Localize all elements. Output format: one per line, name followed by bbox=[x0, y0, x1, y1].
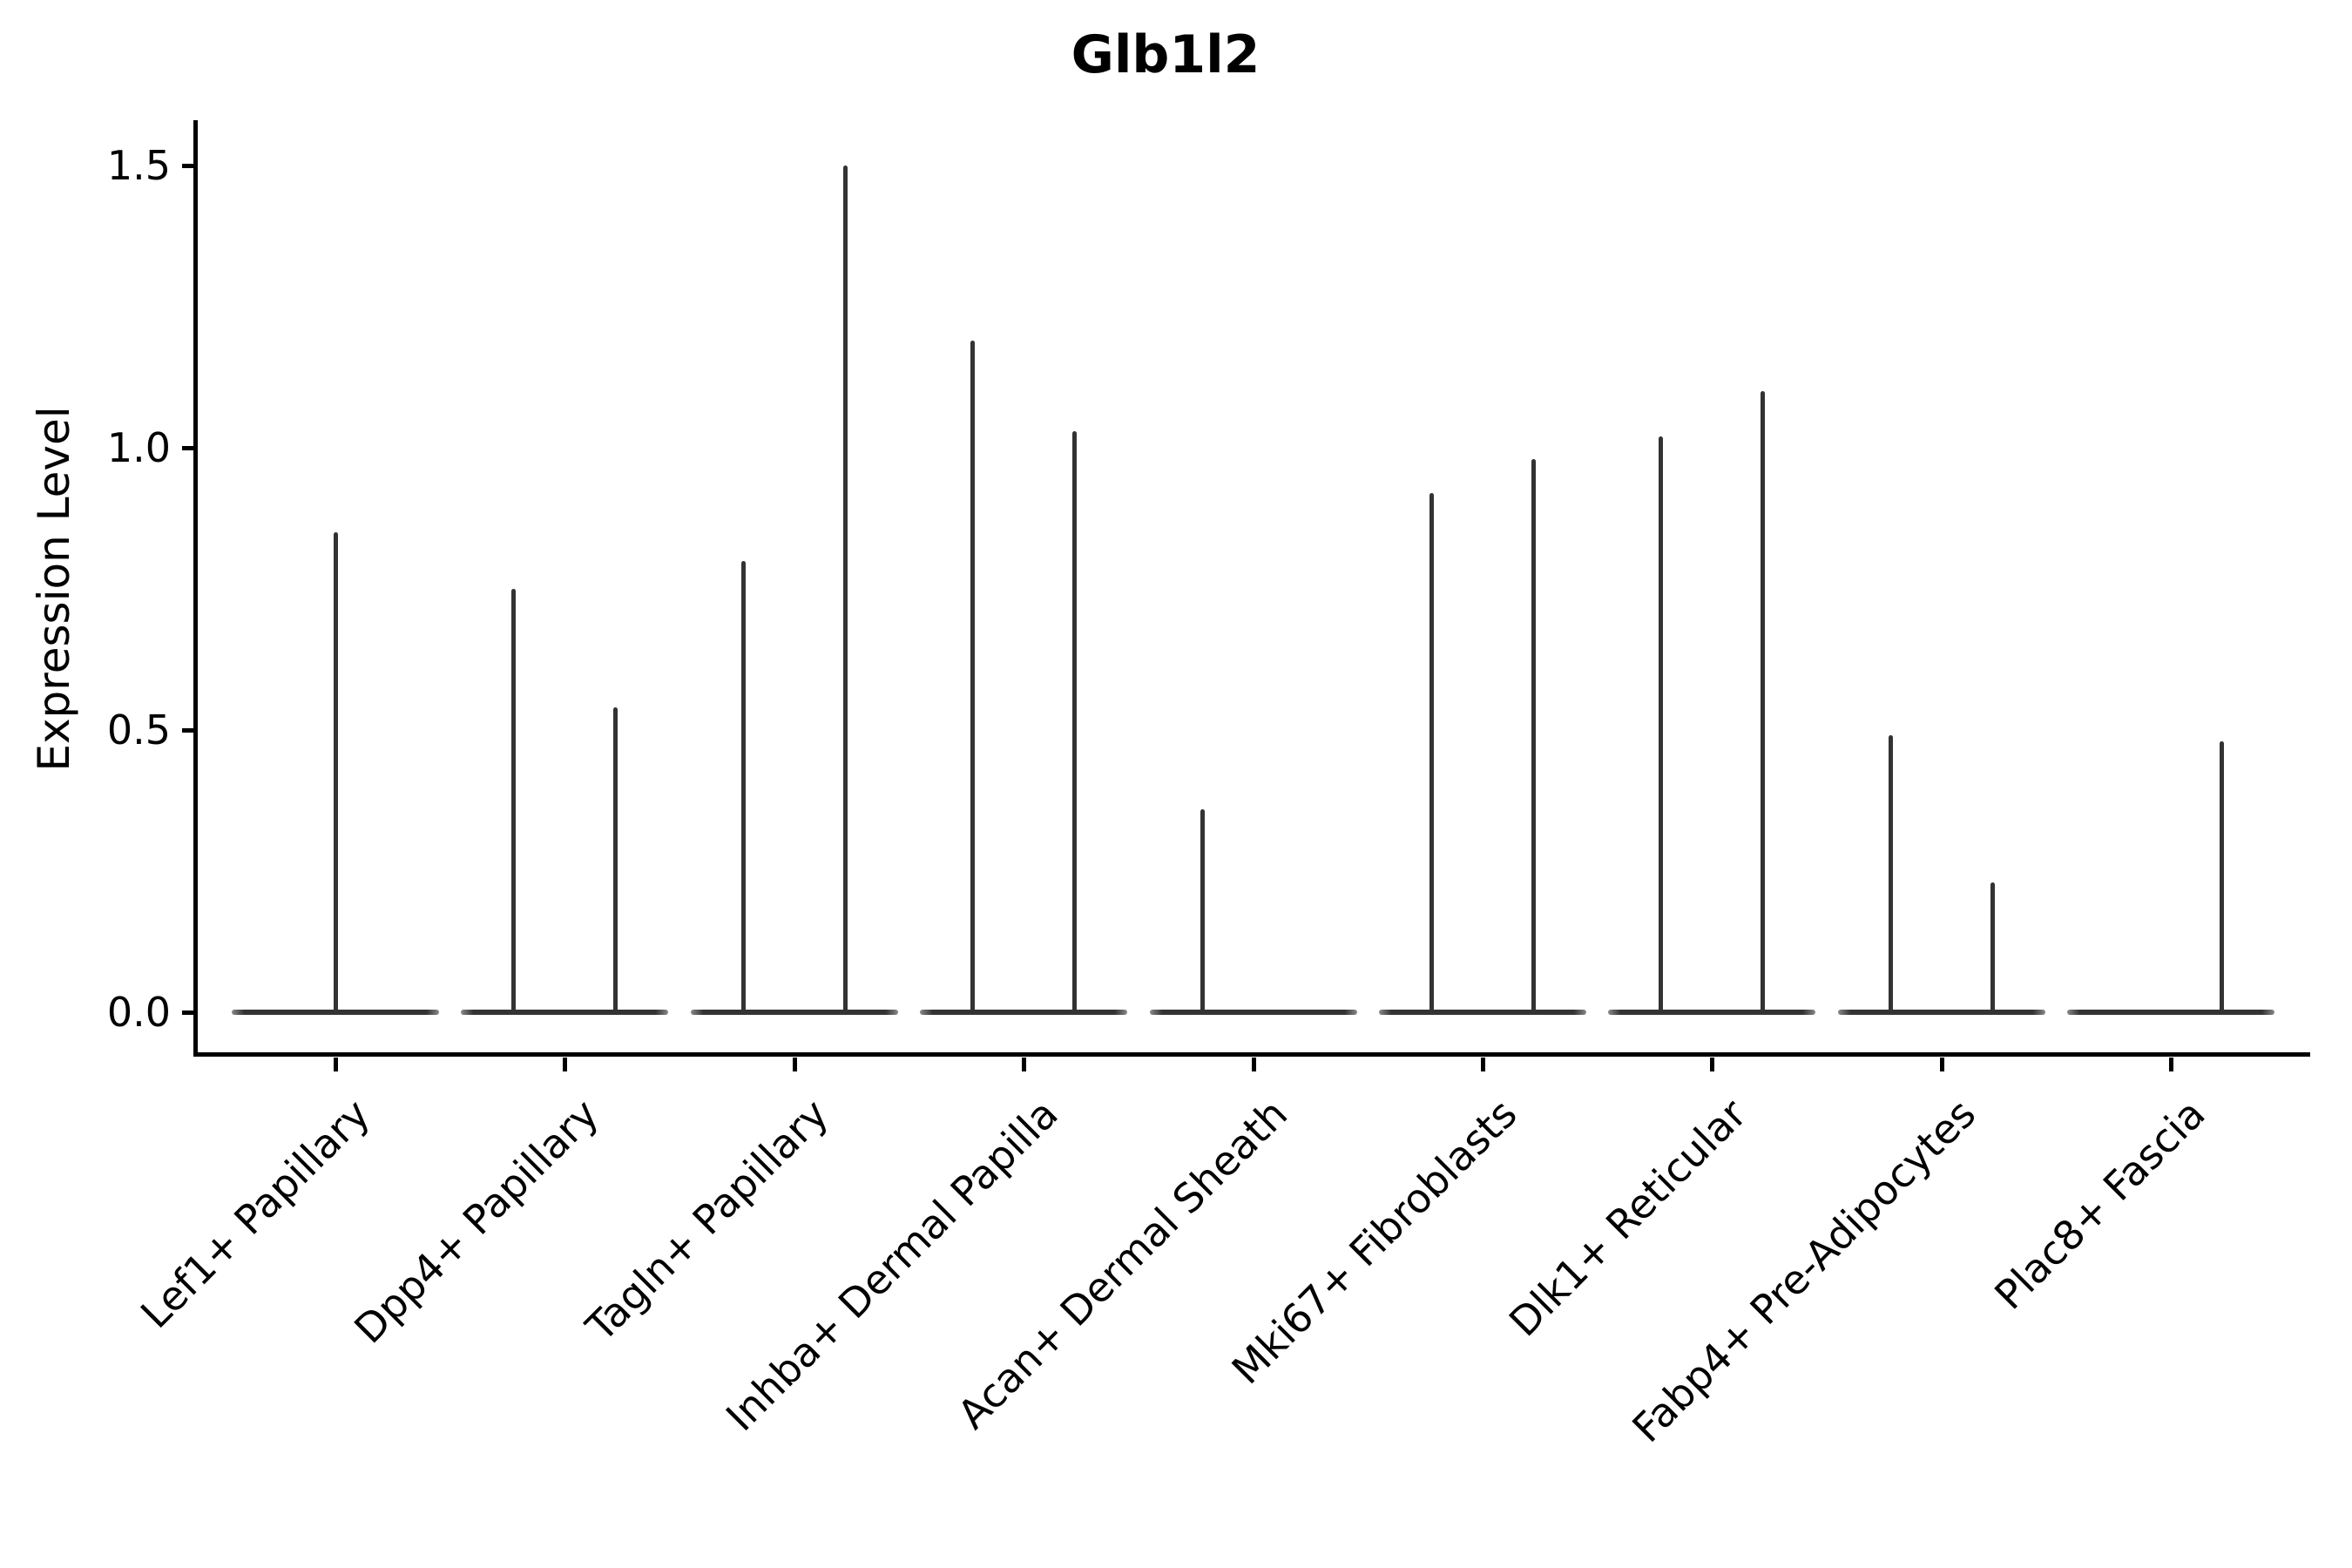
violin-spike bbox=[970, 340, 976, 1015]
violin-spike bbox=[1200, 808, 1205, 1015]
violin-baseline bbox=[1837, 1010, 2045, 1015]
y-axis-spine bbox=[193, 120, 198, 1057]
y-tick-mark bbox=[182, 728, 196, 733]
x-tick-label: Lef1+ Papillary bbox=[131, 1090, 379, 1338]
violin-spike bbox=[740, 560, 746, 1015]
y-tick-mark bbox=[182, 446, 196, 450]
violin-baseline bbox=[461, 1010, 669, 1015]
violin-baseline bbox=[690, 1010, 898, 1015]
violin-spike bbox=[613, 707, 618, 1015]
x-tick-mark bbox=[1710, 1058, 1715, 1071]
x-tick-mark bbox=[1251, 1058, 1256, 1071]
x-tick-mark bbox=[2169, 1058, 2174, 1071]
x-tick-mark bbox=[563, 1058, 568, 1071]
x-tick-label: Tagln+ Papillary bbox=[577, 1090, 838, 1351]
violin-spike bbox=[334, 532, 338, 1015]
x-tick-mark bbox=[1939, 1058, 1944, 1071]
violin-spike bbox=[2220, 740, 2225, 1015]
x-tick-label: Dlk1+ Reticular bbox=[1499, 1090, 1755, 1346]
x-tick-label: Dpp4+ Papillary bbox=[345, 1090, 608, 1353]
y-tick-label: 0.0 bbox=[106, 989, 171, 1036]
violin-spike bbox=[842, 166, 848, 1015]
chart-title: Glb1l2 bbox=[1071, 24, 1260, 85]
violin-spike bbox=[1429, 492, 1434, 1015]
violin-spike bbox=[1761, 391, 1766, 1015]
violin-baseline bbox=[2067, 1010, 2275, 1015]
x-tick-mark bbox=[792, 1058, 797, 1071]
x-tick-mark bbox=[334, 1058, 338, 1071]
x-tick-label: Plac8+ Fascia bbox=[1985, 1090, 2214, 1319]
y-tick-mark bbox=[182, 1010, 196, 1015]
violin-spike bbox=[1531, 458, 1536, 1015]
violin-baseline bbox=[920, 1010, 1128, 1015]
y-tick-mark bbox=[182, 164, 196, 168]
violin-spike bbox=[1659, 436, 1664, 1015]
violin-baseline bbox=[1149, 1010, 1357, 1015]
y-tick-label: 0.5 bbox=[106, 706, 171, 754]
y-tick-label: 1.0 bbox=[106, 424, 171, 471]
violin-spike bbox=[1990, 882, 1995, 1015]
x-axis-spine bbox=[193, 1052, 2310, 1057]
violin-baseline bbox=[1608, 1010, 1816, 1015]
y-tick-label: 1.5 bbox=[106, 142, 171, 189]
x-tick-mark bbox=[1022, 1058, 1027, 1071]
violin-spike bbox=[511, 589, 517, 1015]
violin-spike bbox=[1888, 735, 1893, 1015]
violin-baseline bbox=[1379, 1010, 1586, 1015]
x-tick-mark bbox=[1481, 1058, 1485, 1071]
violin-spike bbox=[1072, 430, 1078, 1015]
